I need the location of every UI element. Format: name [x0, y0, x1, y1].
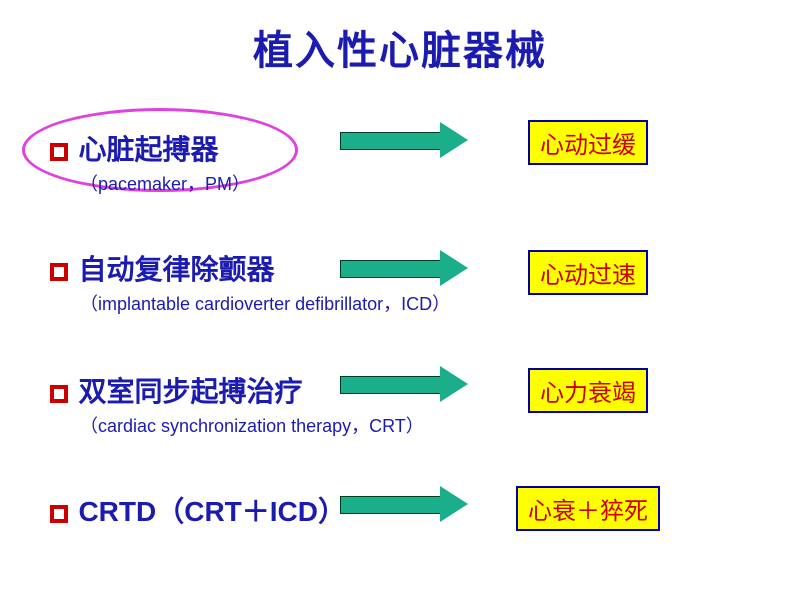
device-name-3: 双室同步起搏治疗 — [78, 376, 302, 407]
slide-title: 植入性心脏器械 — [0, 18, 800, 76]
device-sub-3: （cardiac synchronization therapy，CRT） — [80, 412, 750, 438]
bullet-icon — [50, 505, 68, 523]
slide-container: 植入性心脏器械 心脏起搏器 （pacemaker，PM） 心动过缓 自动复律除颤… — [0, 0, 800, 600]
indication-box-3: 心力衰竭 — [528, 368, 648, 413]
device-name-1: 心脏起搏器 — [78, 134, 218, 165]
bullet-icon — [50, 143, 68, 161]
indication-box-1: 心动过缓 — [528, 120, 648, 165]
device-sub-1: （pacemaker，PM） — [80, 170, 750, 196]
indication-box-4: 心衰＋猝死 — [516, 486, 660, 531]
bullet-icon — [50, 263, 68, 281]
indication-box-2: 心动过速 — [528, 250, 648, 295]
bullet-icon — [50, 385, 68, 403]
device-sub-2: （implantable cardioverter defibrillator，… — [80, 290, 750, 316]
device-name-2: 自动复律除颤器 — [78, 254, 274, 285]
device-name-4: CRTD（CRT＋ICD） — [78, 496, 346, 527]
